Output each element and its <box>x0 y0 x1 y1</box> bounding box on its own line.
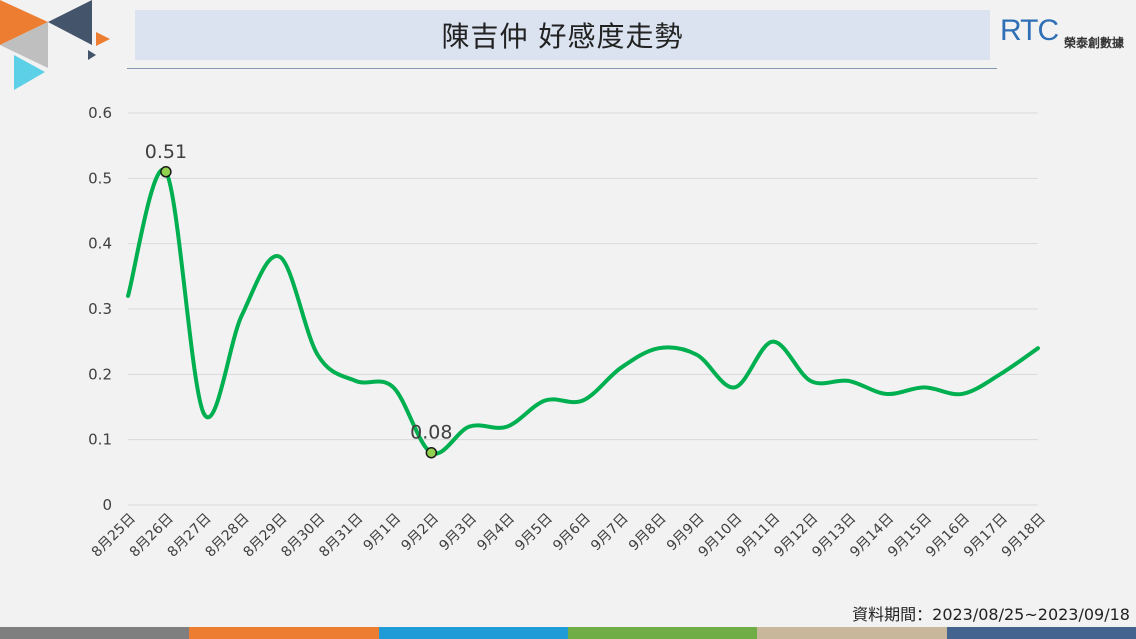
x-tick-label: 9月5日 <box>512 511 556 555</box>
title-bar: 陳吉仲 好感度走勢 <box>135 10 990 60</box>
deco-triangle-navy <box>48 0 92 45</box>
y-tick-label: 0 <box>102 496 112 514</box>
page-title: 陳吉仲 好感度走勢 <box>441 20 684 53</box>
y-tick-label: 0.1 <box>88 431 112 449</box>
bottom-color-bar <box>0 627 1136 639</box>
grid-lines <box>128 112 1038 506</box>
x-tick-label: 9月4日 <box>474 511 518 555</box>
bottom-bar-segment <box>378 627 568 639</box>
y-tick-label: 0.5 <box>88 169 112 187</box>
deco-triangle-cyan <box>14 55 45 90</box>
logo: RTC 榮泰創數據 <box>998 12 1136 56</box>
y-tick-label: 0.6 <box>88 104 112 122</box>
y-axis-ticks: 0 0.1 0.2 0.3 0.4 0.5 0.6 <box>88 104 112 514</box>
data-label: 0.51 <box>145 141 187 163</box>
data-point-marker <box>160 166 172 178</box>
x-tick-label: 9月2日 <box>398 511 442 555</box>
bottom-bar-segment <box>946 627 1136 639</box>
y-tick-label: 0.2 <box>88 365 112 383</box>
x-tick-label: 9月3日 <box>436 511 480 555</box>
data-point-marker <box>425 446 438 459</box>
deco-triangle-small-navy <box>88 50 96 60</box>
bottom-bar-segment <box>0 627 190 639</box>
annotations: 0.51 0.08 <box>145 141 452 459</box>
x-tick-label: 9月6日 <box>550 511 594 555</box>
corner-decoration <box>0 0 110 90</box>
logo-text: 榮泰創數據 <box>1064 36 1125 50</box>
deco-triangle-orange <box>0 0 48 45</box>
x-tick-label: 9月7日 <box>588 511 632 555</box>
y-tick-label: 0.3 <box>88 300 112 318</box>
data-label: 0.08 <box>410 422 452 444</box>
x-tick-label: 9月1日 <box>361 511 405 555</box>
x-axis-ticks: 8月25日8月26日8月27日8月28日8月29日8月30日8月31日9月1日9… <box>89 511 1049 561</box>
data-period-note: 資料期間：2023/08/25~2023/09/18 <box>852 605 1130 624</box>
series-line <box>126 167 1040 456</box>
title-underline <box>127 68 997 69</box>
deco-triangle-small-orange <box>96 32 110 46</box>
bottom-bar-segment <box>189 627 379 639</box>
trend-line-chart: 0 0.1 0.2 0.3 0.4 0.5 0.6 8月25日8月26日8月27日8月28日… <box>88 104 1049 561</box>
deco-triangle-gray <box>0 22 48 68</box>
logo-mark: RTC <box>1000 14 1059 47</box>
y-tick-label: 0.4 <box>88 235 112 253</box>
bottom-bar-segment <box>757 627 947 639</box>
bottom-bar-segment <box>567 627 758 639</box>
x-tick-label: 9月8日 <box>626 511 670 555</box>
